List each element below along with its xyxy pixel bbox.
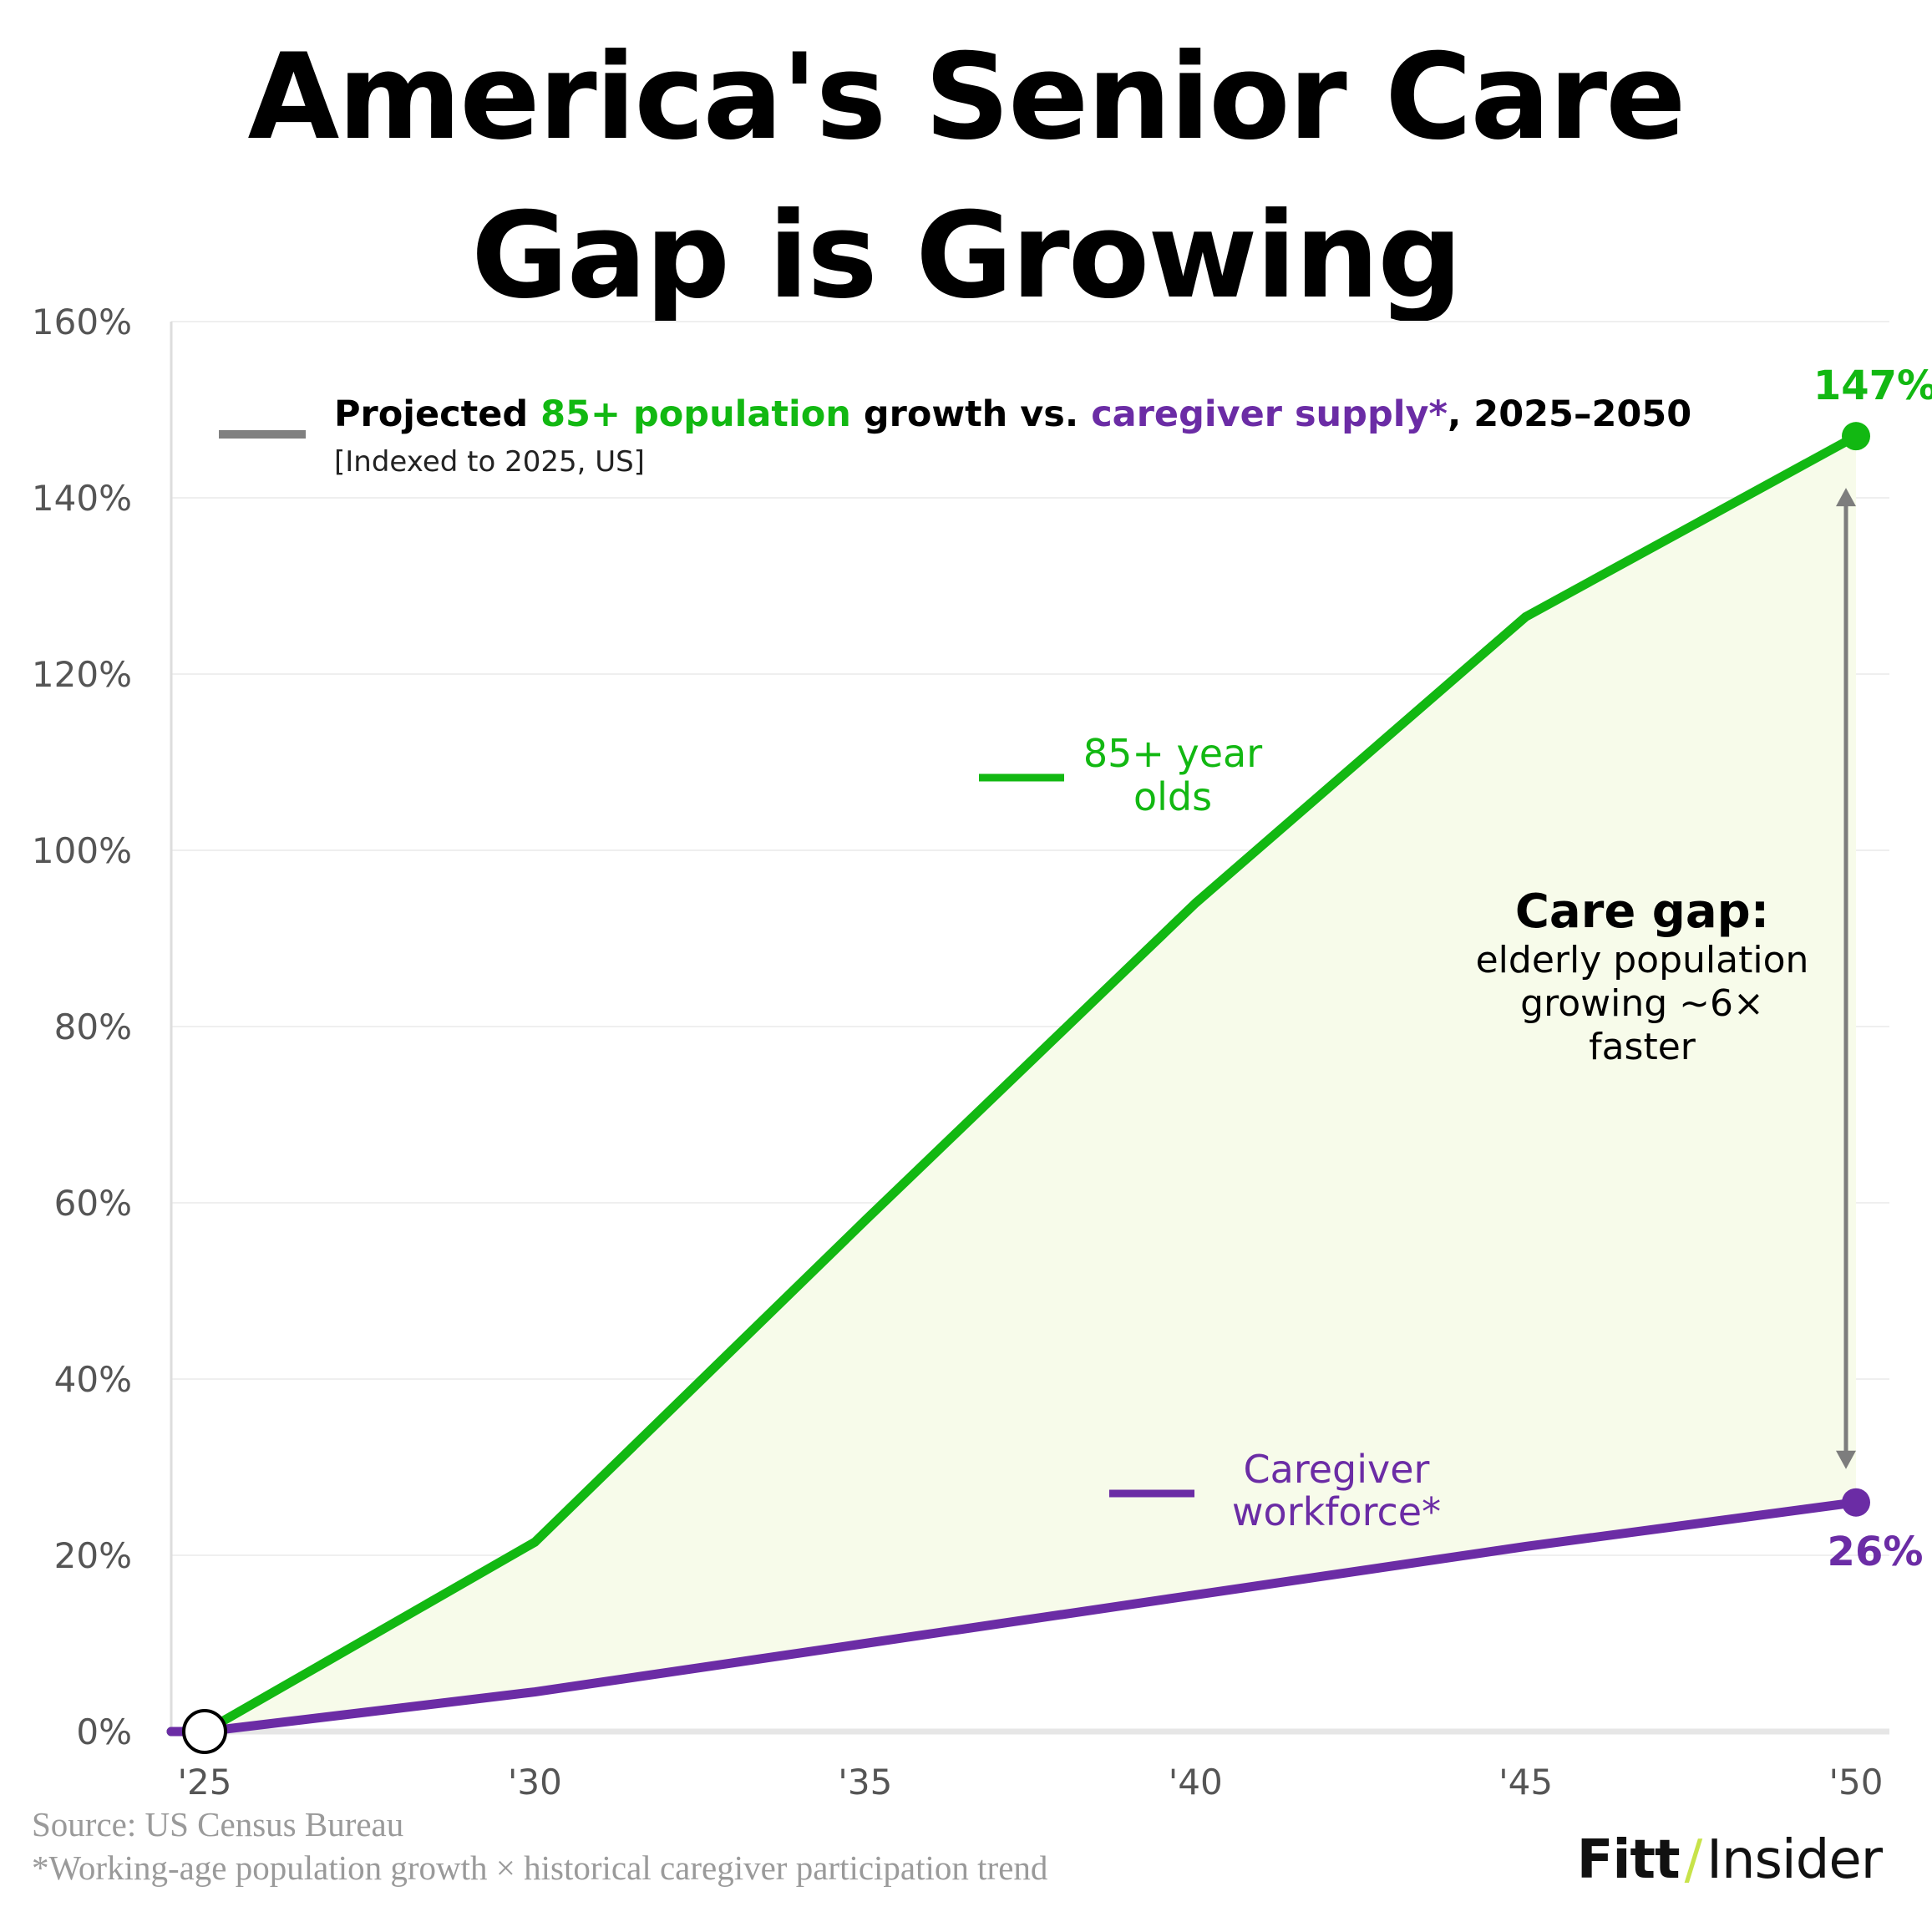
care-gap-line-2: growing ~6× (1520, 982, 1764, 1025)
legend-part-4: caregiver supply* (1091, 393, 1448, 435)
brand-logo: Fitt/Insider (1576, 1829, 1883, 1891)
care-gap-arrow (1836, 488, 1856, 1469)
brand-slash: / (1684, 1829, 1703, 1891)
y-tick-label: 160% (32, 302, 132, 342)
y-tick-label: 0% (76, 1711, 132, 1752)
elderly-label-line-1: 85+ year (1083, 731, 1262, 776)
y-tick-label: 60% (54, 1183, 132, 1224)
brand-part-1: Fitt (1576, 1829, 1681, 1891)
x-tick-label: '50 (1829, 1762, 1884, 1803)
care-gap-heading: Care gap: (1515, 885, 1769, 939)
care-gap-area (205, 436, 1856, 1732)
y-tick-label: 20% (54, 1535, 132, 1576)
footnote: *Working-age population growth × histori… (32, 1848, 1048, 1887)
axes (170, 322, 1889, 1735)
caregiver-label-line-1: Caregiver (1244, 1447, 1430, 1492)
y-tick-label: 140% (32, 478, 132, 519)
legend-subtitle: [Indexed to 2025, US] (334, 445, 645, 479)
footer: Source: US Census Bureau *Working-age po… (32, 1803, 1047, 1889)
care-gap-line-1: elderly population (1476, 939, 1809, 981)
legend-part-5: , 2025–2050 (1448, 393, 1691, 435)
caregiver-label-line-2: workforce* (1232, 1489, 1441, 1534)
chart-title: America's Senior Care Gap is Growing (0, 18, 1932, 336)
legend-part-3: growth vs. (851, 393, 1091, 435)
y-tick-label: 120% (32, 654, 132, 695)
x-tick-label: '40 (1169, 1762, 1223, 1803)
arrow-head-up (1836, 488, 1856, 507)
elderly-end-marker (1842, 422, 1870, 451)
legend-part-1: Projected (334, 393, 540, 435)
elderly-end-label: 147% (1813, 363, 1932, 409)
tick-labels: 0% 20% 40% 60% 80% 100% 120% 140% 160% '25 '30 '35 '… (32, 302, 1884, 1803)
y-tick-label: 80% (54, 1007, 132, 1047)
source-note: Source: US Census Bureau (32, 1805, 404, 1843)
x-tick-label: '45 (1498, 1762, 1553, 1803)
origin-marker (182, 1709, 227, 1754)
arrow-head-down (1836, 1450, 1856, 1469)
caregiver-end-label: 26% (1828, 1529, 1924, 1575)
markers (182, 422, 1870, 1754)
care-gap-line-3: faster (1589, 1026, 1696, 1068)
title-line-2: Gap is Growing (471, 187, 1463, 325)
brand-part-2: Insider (1706, 1829, 1883, 1891)
y-tick-label: 40% (54, 1359, 132, 1400)
x-tick-label: '35 (838, 1762, 892, 1803)
title-line-1: America's Senior Care (247, 28, 1686, 166)
legend-part-2: 85+ population (540, 393, 851, 435)
y-tick-label: 100% (32, 830, 132, 871)
legend-title: Projected 85+ population growth vs. care… (334, 393, 1691, 435)
x-tick-label: '25 (178, 1762, 232, 1803)
x-tick-label: '30 (508, 1762, 562, 1803)
elderly-label-line-2: olds (1133, 774, 1212, 819)
caregiver-end-marker (1842, 1488, 1870, 1517)
